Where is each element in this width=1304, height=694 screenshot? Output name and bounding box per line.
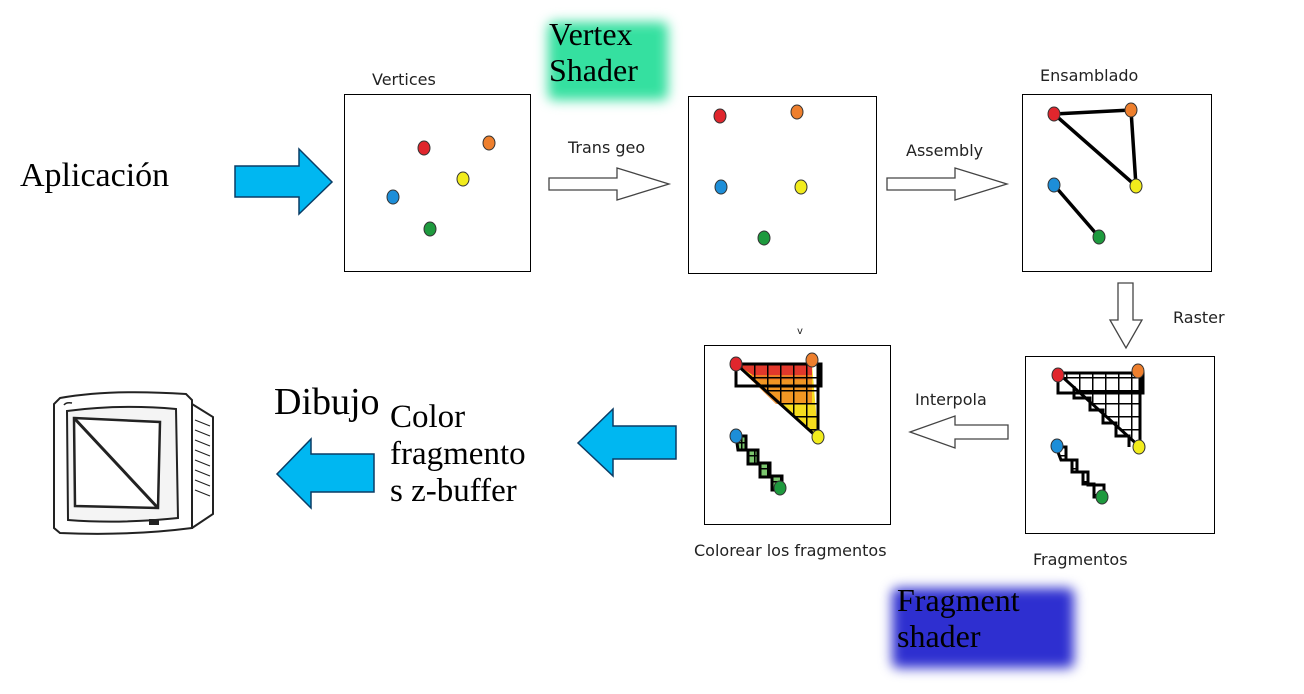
vertices-panel <box>344 94 531 272</box>
aplicacion-label: Aplicación <box>20 157 170 194</box>
fragmentos-label: Fragmentos <box>1033 550 1128 569</box>
transformed-points <box>713 104 808 246</box>
colored-fragments <box>729 352 825 496</box>
trans-geo-label: Trans geo <box>568 138 646 157</box>
raster-label: Raster <box>1173 308 1225 327</box>
dibujo-label: Dibujo <box>274 381 380 423</box>
interpola-label: Interpola <box>915 390 987 409</box>
arrow-aplicacion-icon <box>234 147 334 216</box>
vertex-shader-label: Vertex Shader <box>549 16 638 88</box>
monitor-icon <box>53 391 214 535</box>
vertices-label: Vertices <box>372 70 436 89</box>
fragment-shader-highlight <box>892 588 1074 668</box>
arrow-trans-geo-icon <box>548 167 672 201</box>
assembled-primitives <box>1047 102 1143 245</box>
ensamblado-label: Ensamblado <box>1040 66 1139 85</box>
colorear-label: Colorear los fragmentos <box>694 541 887 560</box>
transformed-vertices-panel <box>688 96 877 274</box>
fragment-shader-label: Fragment shader <box>897 582 1020 654</box>
arrow-assembly-icon <box>886 167 1010 201</box>
arrow-interpola-icon <box>908 415 1009 449</box>
raster-fragments <box>1050 363 1146 505</box>
arrow-colorear-icon <box>576 407 677 478</box>
vertices-points <box>386 135 496 237</box>
assembly-label: Assembly <box>906 141 984 160</box>
color-fragmentos-label: Color fragmento s z-buffer <box>390 399 526 509</box>
arrow-raster-icon <box>1108 282 1144 350</box>
small-mark-label: v <box>797 326 803 337</box>
arrow-dibujo-icon <box>275 437 375 510</box>
vertex-shader-highlight <box>548 22 668 100</box>
